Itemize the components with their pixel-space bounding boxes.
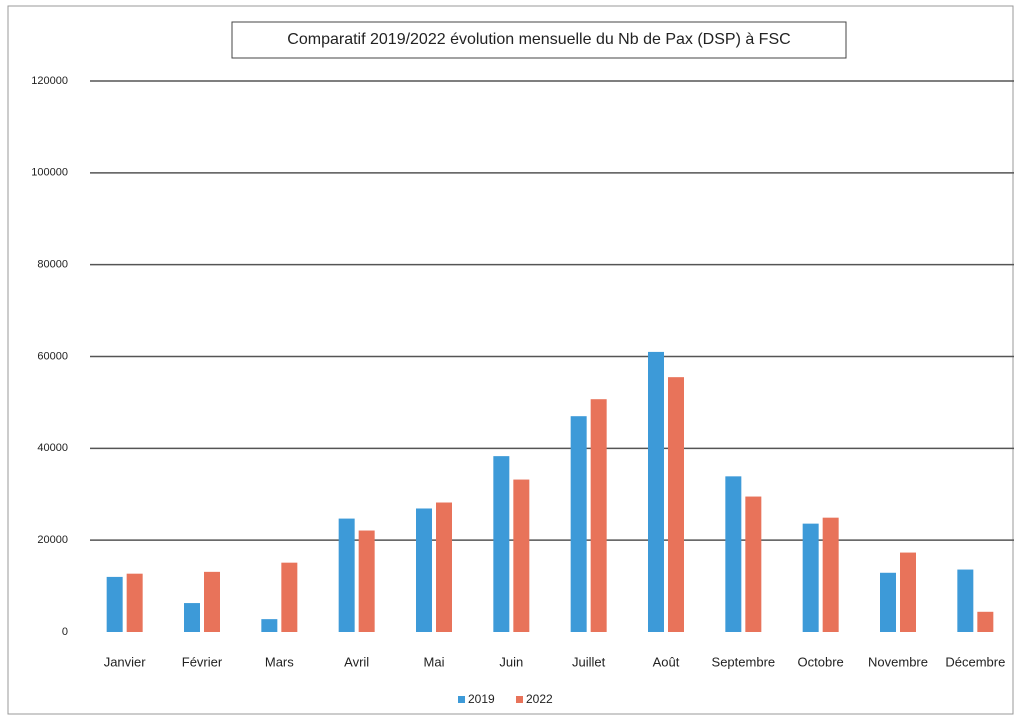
- chart-title: Comparatif 2019/2022 évolution mensuelle…: [287, 31, 790, 48]
- x-tick-label: Mai: [424, 654, 445, 669]
- x-tick-label: Novembre: [868, 654, 928, 669]
- bar: [590, 399, 607, 632]
- x-tick-label: Avril: [344, 654, 369, 669]
- x-tick-label: Janvier: [104, 654, 147, 669]
- bar: [822, 517, 839, 632]
- bar: [204, 571, 220, 632]
- bar: [106, 576, 123, 632]
- bar: [358, 530, 375, 632]
- bar: [513, 479, 530, 632]
- x-tick-label: Mars: [265, 654, 294, 669]
- legend-label: 2022: [526, 692, 553, 706]
- bar: [880, 572, 896, 632]
- bar: [493, 456, 510, 632]
- y-tick-label: 40000: [37, 442, 68, 454]
- y-tick-label: 80000: [37, 259, 68, 271]
- legend-swatch: [516, 696, 523, 703]
- bar: [745, 496, 762, 632]
- bar: [957, 569, 974, 632]
- y-tick-label: 20000: [37, 534, 68, 546]
- bar: [725, 476, 742, 632]
- y-tick-label: 0: [62, 626, 68, 638]
- bar: [261, 619, 278, 632]
- title-box: [231, 21, 847, 59]
- bar: [802, 523, 819, 632]
- legend-swatch: [458, 696, 465, 703]
- x-tick-label: Décembre: [945, 654, 1005, 669]
- bar: [416, 508, 432, 632]
- bar: [570, 416, 587, 632]
- bar: [436, 502, 452, 632]
- x-tick-label: Février: [182, 654, 223, 669]
- bar: [977, 611, 994, 632]
- x-tick-label: Septembre: [712, 654, 776, 669]
- y-tick-label: 120000: [31, 75, 68, 87]
- bar: [668, 377, 684, 632]
- x-tick-label: Juillet: [572, 654, 606, 669]
- x-tick-label: Août: [653, 654, 680, 669]
- legend-label: 2019: [468, 692, 495, 706]
- y-tick-label: 100000: [31, 167, 68, 179]
- y-tick-label: 60000: [37, 350, 68, 362]
- bar: [648, 351, 664, 632]
- x-tick-label: Octobre: [798, 654, 844, 669]
- bar: [338, 518, 355, 632]
- bar: [281, 562, 298, 632]
- bar: [900, 552, 916, 632]
- x-tick-label: Juin: [499, 654, 523, 669]
- bar: [184, 603, 200, 632]
- chart-border: [7, 5, 1014, 715]
- bar: [126, 573, 143, 632]
